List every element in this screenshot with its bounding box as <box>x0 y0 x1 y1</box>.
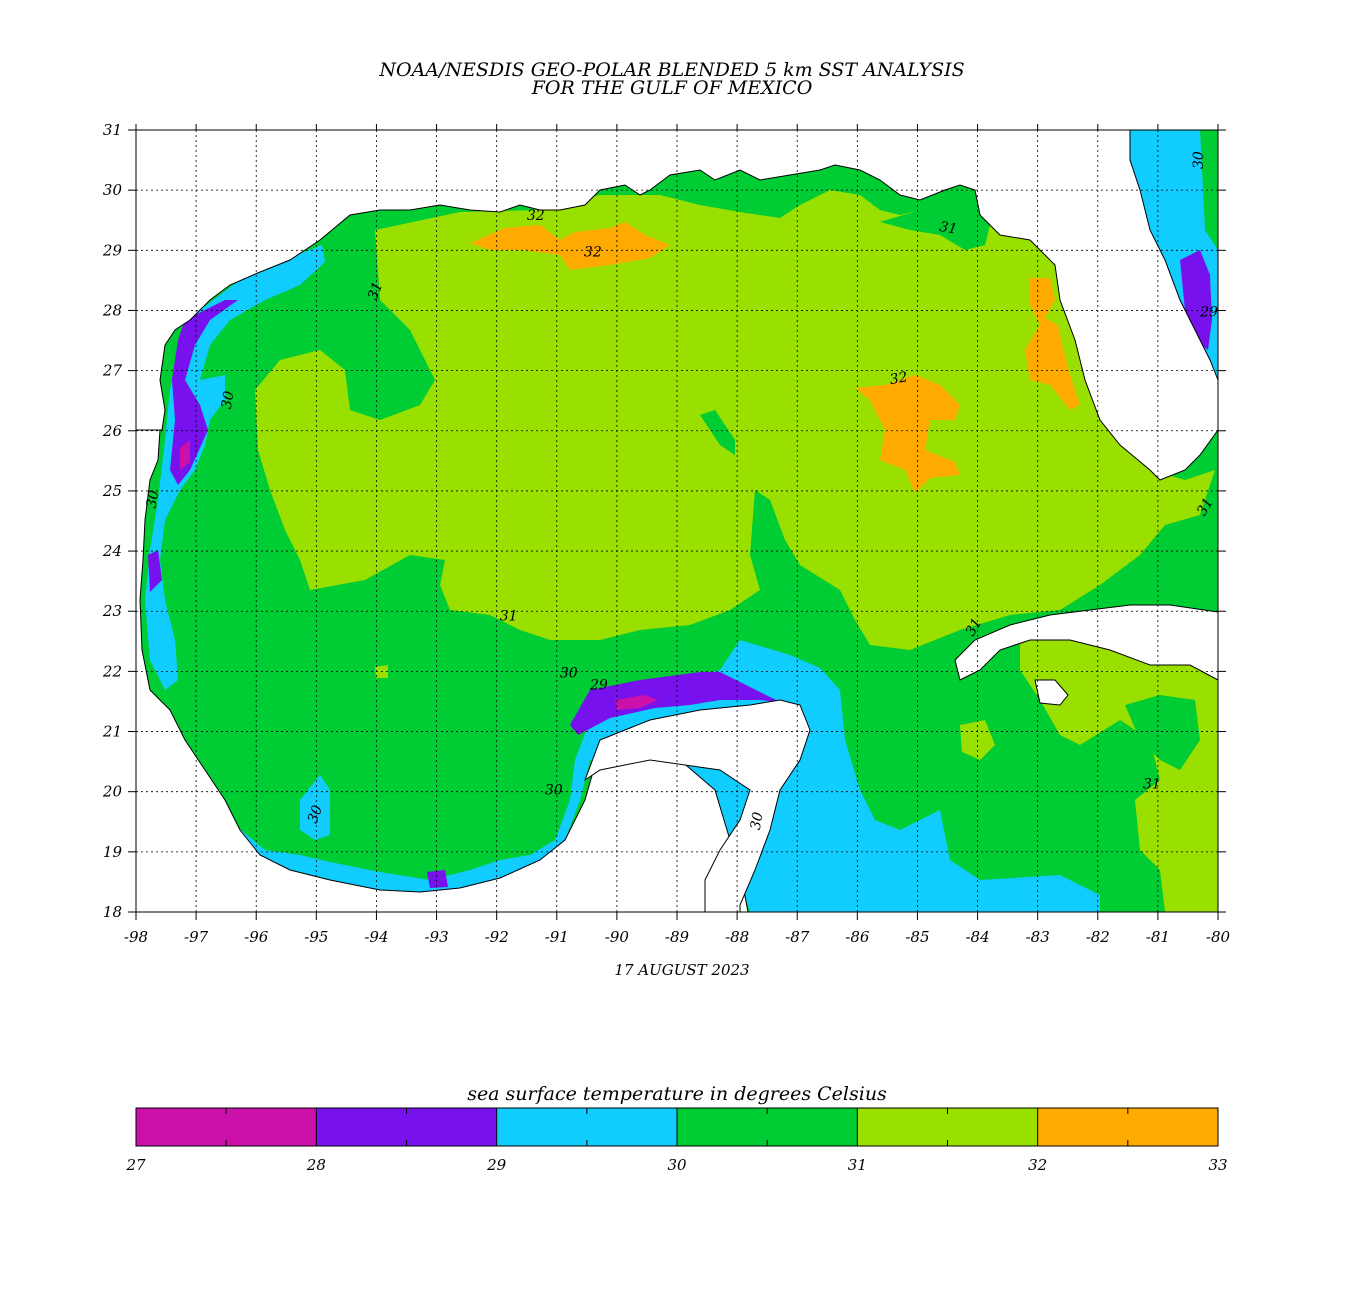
lat-tick-label: 30 <box>103 181 123 199</box>
contour-label: 30 <box>545 783 563 799</box>
colorbar-bin-31-32 <box>857 1108 1038 1146</box>
map-grid <box>136 130 1218 912</box>
land-cuba <box>954 604 1218 681</box>
colorbar-bin-28-29 <box>316 1108 497 1146</box>
lon-tick-label: -88 <box>725 928 749 946</box>
colorbar-bin-29-30 <box>496 1108 677 1146</box>
land-isle-of-youth <box>1034 679 1069 706</box>
lon-tick-label: -86 <box>845 928 870 946</box>
lon-tick-label: -81 <box>1146 928 1170 946</box>
sst-region-29-30-south <box>235 640 1100 912</box>
lat-tick-label: 20 <box>102 783 123 801</box>
land-mexico-west <box>136 429 749 912</box>
colorbar: 27 28 29 30 31 32 33 <box>125 1107 1228 1174</box>
contour-label: 31 <box>1143 777 1161 793</box>
lat-tick-label: 31 <box>103 121 122 139</box>
contour-label: 30 <box>560 665 578 681</box>
contour-label: 31 <box>500 608 518 624</box>
map-ticks: -98 -97 -96 -95 -94 -93 -92 -91 -90 -89 -88 -87 -86 -… <box>102 121 1231 946</box>
lat-tick-label: 25 <box>102 482 122 500</box>
sst-region-28-29-texas <box>170 300 238 485</box>
lon-tick-label: -85 <box>905 928 929 946</box>
contour-label: 29 <box>589 677 608 693</box>
lat-tick-label: 27 <box>102 362 123 380</box>
sst-region-30-31-caribbean-patch <box>1125 695 1200 770</box>
lon-tick-label: -98 <box>124 928 148 946</box>
sst-region-32-33-florida-west <box>1025 278 1080 410</box>
contour-labels: 30 29 31 31 32 32 31 30 32 30 31 31 30 29 30 30 30 31 <box>144 151 1218 831</box>
lon-tick-label: -80 <box>1206 928 1231 946</box>
lat-tick-label: 28 <box>102 301 122 319</box>
lon-tick-label: -93 <box>424 928 448 946</box>
sst-region-32-33-central <box>855 375 960 493</box>
colorbar-tick-label: 28 <box>306 1156 326 1174</box>
land-yucatan <box>583 699 811 912</box>
colorbar-label: sea surface temperature in degrees Celsi… <box>467 1083 887 1105</box>
lon-tick-label: -97 <box>184 928 209 946</box>
lon-tick-label: -87 <box>785 928 810 946</box>
sst-region-30-31-atlantic <box>1200 130 1218 250</box>
contour-label: 30 <box>748 811 767 831</box>
land-us-gulf-coast <box>136 130 1218 481</box>
contour-label: 30 <box>144 489 163 509</box>
colorbar-tick-label: 29 <box>486 1156 507 1174</box>
contour-label: 30 <box>305 803 326 825</box>
lat-tick-label: 18 <box>103 903 122 921</box>
colorbar-bin-30-31 <box>677 1108 858 1146</box>
lat-tick-label: 21 <box>102 723 122 741</box>
title-line-2: FOR THE GULF OF MEXICO <box>531 77 813 99</box>
lon-tick-label: -90 <box>605 928 630 946</box>
lon-tick-label: -95 <box>304 928 328 946</box>
sst-region-32-33-louisiana <box>470 222 670 270</box>
lat-tick-label: 22 <box>102 662 122 680</box>
sst-region-28-29-mexico <box>148 550 162 592</box>
sst-region-28-29-tabasco <box>427 870 448 888</box>
contour-label: 31 <box>1194 495 1217 518</box>
colorbar-bin-27-28 <box>136 1108 317 1146</box>
contour-label: 31 <box>963 616 986 639</box>
colorbar-tick-label: 31 <box>848 1156 867 1174</box>
lon-tick-label: -84 <box>965 928 989 946</box>
contour-label: 32 <box>584 244 602 260</box>
contour-label: 30 <box>219 390 238 410</box>
lon-tick-label: -96 <box>244 928 269 946</box>
contour-label: 31 <box>938 219 958 238</box>
sst-region-30-31-loop <box>700 410 735 455</box>
lat-tick-label: 26 <box>102 422 123 440</box>
contour-label: 29 <box>1199 304 1218 320</box>
sst-region-28-29-yucatan <box>570 672 780 735</box>
colorbar-tick-label: 32 <box>1028 1156 1047 1174</box>
colorbar-bin-32-33 <box>1037 1108 1218 1146</box>
contour-label: 31 <box>365 280 386 302</box>
map-area: 30 29 31 31 32 32 31 30 32 30 31 31 30 29 30 30 30 31 <box>136 130 1218 912</box>
contour-label: 32 <box>527 208 545 224</box>
sst-region-28-29-atlantic <box>1180 250 1212 350</box>
sst-region-27-28-texas <box>180 440 190 470</box>
title-line-1: NOAA/NESDIS GEO-POLAR BLENDED 5 km SST A… <box>378 59 964 81</box>
sst-region-30-31-ne <box>880 200 990 250</box>
lon-tick-label: -89 <box>665 928 690 946</box>
sst-region-27-28-yucatan <box>615 695 658 710</box>
colorbar-tick-label: 30 <box>667 1156 687 1174</box>
contour-label: 32 <box>889 369 909 388</box>
sst-region-31-32-central <box>255 190 1215 650</box>
lon-tick-label: -82 <box>1086 928 1110 946</box>
lon-tick-label: -92 <box>485 928 509 946</box>
colorbar-tick-label: 27 <box>125 1156 146 1174</box>
contour-label: 30 <box>1191 151 1207 169</box>
lon-tick-label: -94 <box>364 928 388 946</box>
map-date: 17 AUGUST 2023 <box>614 961 749 979</box>
lat-tick-label: 24 <box>102 542 122 560</box>
lon-tick-label: -83 <box>1026 928 1050 946</box>
lon-tick-label: -91 <box>545 928 569 946</box>
sst-region-29-30-campeche-west <box>300 775 330 840</box>
lat-tick-label: 29 <box>102 241 123 259</box>
lat-tick-label: 23 <box>102 602 122 620</box>
colorbar-tick-label: 33 <box>1208 1156 1227 1174</box>
lat-tick-label: 19 <box>103 843 123 861</box>
